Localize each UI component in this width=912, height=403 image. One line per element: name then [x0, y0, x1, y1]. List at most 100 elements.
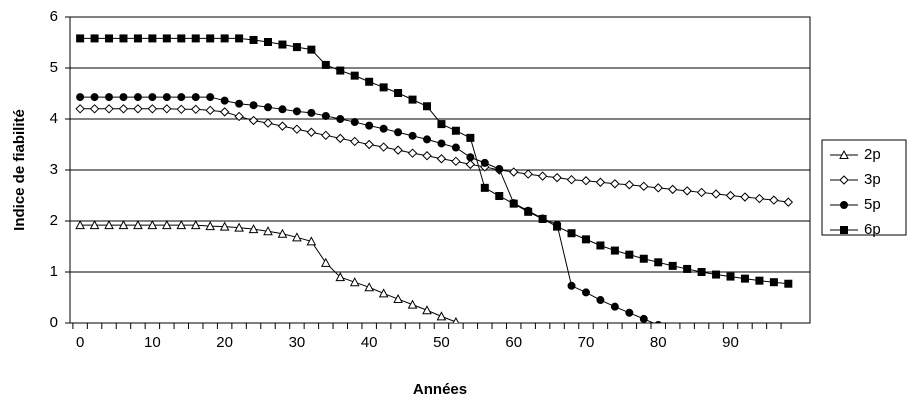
marker [89, 104, 100, 114]
marker [553, 222, 562, 231]
marker [465, 159, 476, 170]
marker [118, 220, 129, 230]
y-tick-label: 0 [50, 314, 58, 331]
marker [436, 311, 447, 321]
plot-border [69, 16, 811, 324]
x-tick-label: 90 [722, 334, 739, 351]
series-line [80, 224, 460, 323]
marker [840, 226, 848, 234]
marker [307, 45, 316, 54]
marker [668, 261, 677, 270]
marker [118, 104, 129, 114]
marker [437, 120, 446, 129]
marker [379, 83, 388, 92]
marker [177, 34, 186, 43]
marker [625, 308, 634, 317]
marker [839, 149, 849, 159]
marker [509, 199, 518, 208]
marker [162, 220, 172, 230]
marker [75, 220, 85, 230]
marker [379, 124, 388, 133]
marker [437, 139, 446, 148]
y-tick-label: 2 [50, 212, 58, 229]
marker [683, 264, 692, 273]
marker [697, 268, 706, 276]
marker [220, 96, 229, 105]
x-tick-label: 80 [650, 334, 667, 351]
marker [277, 228, 288, 238]
marker [524, 207, 533, 216]
marker [278, 40, 287, 49]
marker [523, 169, 533, 179]
marker [335, 272, 346, 282]
y-tick-label: 4 [50, 110, 58, 127]
series-line [80, 108, 789, 203]
marker [654, 258, 663, 267]
marker [349, 277, 360, 287]
marker [89, 220, 100, 230]
marker [205, 221, 216, 231]
x-tick-label: 60 [505, 334, 522, 351]
marker [654, 321, 662, 323]
marker [219, 221, 230, 231]
x-tick-label: 50 [433, 334, 450, 351]
marker [451, 143, 460, 152]
marker [422, 102, 431, 111]
marker [191, 34, 200, 43]
marker [133, 104, 143, 114]
marker [278, 105, 287, 114]
marker [162, 93, 171, 102]
marker [248, 224, 259, 234]
marker [696, 187, 707, 198]
marker [90, 34, 99, 43]
marker [336, 66, 345, 75]
marker [610, 179, 620, 189]
marker [191, 104, 201, 115]
marker [466, 153, 475, 162]
marker [639, 314, 648, 323]
legend-label: 2p [864, 146, 881, 163]
marker [365, 77, 374, 86]
marker [148, 93, 157, 102]
marker [595, 177, 606, 187]
marker [263, 226, 273, 236]
marker [784, 279, 793, 288]
marker [249, 35, 258, 44]
marker [75, 104, 85, 114]
marker [378, 142, 389, 152]
marker [292, 107, 301, 116]
marker [321, 60, 330, 69]
marker [451, 156, 461, 167]
marker [480, 158, 489, 167]
marker [625, 250, 634, 259]
marker [105, 34, 114, 43]
marker [321, 130, 331, 141]
marker [234, 111, 244, 122]
marker [350, 136, 360, 147]
marker [769, 278, 778, 287]
marker [466, 133, 475, 142]
marker [105, 93, 114, 102]
marker [234, 222, 244, 232]
marker [378, 288, 389, 298]
marker [393, 145, 403, 155]
marker [365, 121, 374, 130]
marker [292, 124, 302, 134]
x-tick-label: 30 [289, 334, 306, 351]
legend-label: 5p [864, 196, 881, 213]
marker [581, 176, 591, 186]
marker [335, 133, 345, 144]
marker [436, 154, 447, 164]
marker [566, 174, 577, 185]
marker [783, 197, 794, 207]
marker [219, 107, 230, 117]
marker [148, 34, 157, 43]
marker [726, 272, 735, 281]
marker [495, 192, 504, 201]
marker [755, 276, 764, 285]
marker [147, 104, 158, 114]
marker [466, 324, 474, 332]
marker [422, 305, 432, 315]
marker [682, 186, 692, 196]
marker [624, 180, 635, 190]
